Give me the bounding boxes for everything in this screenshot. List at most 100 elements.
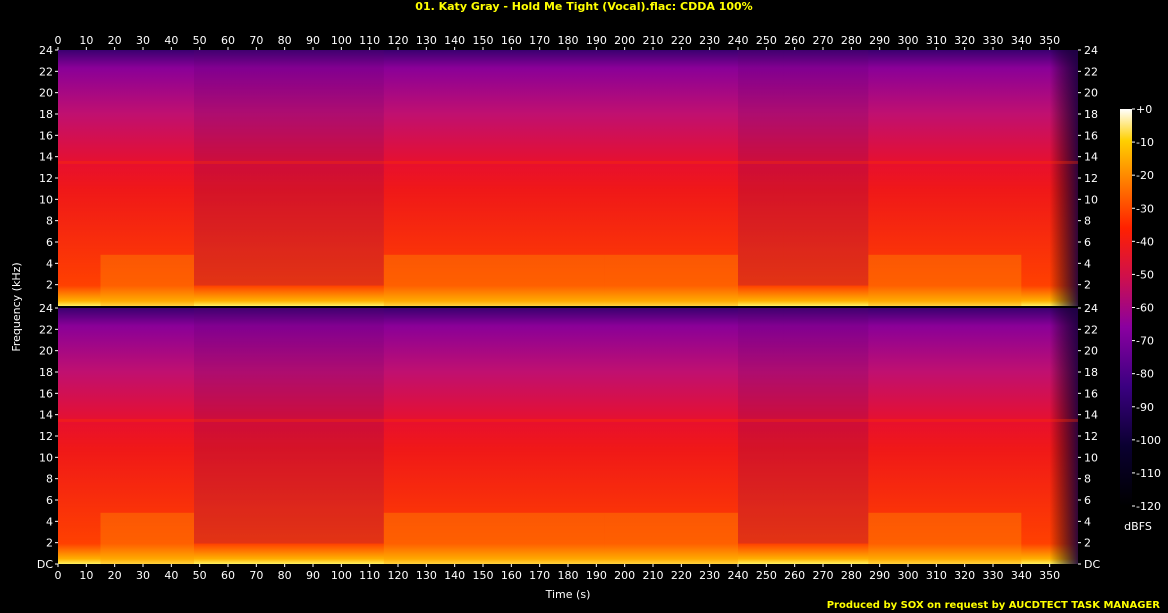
colorbar-tick-label: -110 (1136, 467, 1161, 480)
y-tick-label-right: 10 (1084, 451, 1098, 464)
y-tick-label-right: 22 (1084, 65, 1098, 78)
x-tick-label-bottom: 280 (841, 569, 862, 582)
x-tick-label-top: 280 (841, 34, 862, 47)
x-tick-label-bottom: 40 (164, 569, 178, 582)
quiet-section (783, 50, 869, 286)
y-tick-label-right: DC (1084, 558, 1100, 571)
y-axis-label: Frequency (kHz) (10, 262, 23, 351)
x-tick-label-top: 200 (614, 34, 635, 47)
colorbar-tick-label: -50 (1136, 268, 1154, 281)
x-tick-label-bottom: 260 (784, 569, 805, 582)
x-tick-label-top: 70 (249, 34, 263, 47)
chart-title: 01. Katy Gray - Hold Me Tight (Vocal).fl… (415, 0, 753, 13)
chart-footer: Produced by SOX on request by AUCDTECT T… (826, 600, 1160, 611)
x-tick-label-top: 330 (983, 34, 1004, 47)
x-tick-label-bottom: 320 (954, 569, 975, 582)
x-tick-label-bottom: 240 (728, 569, 749, 582)
y-tick-label-left: 22 (39, 65, 53, 78)
quiet-section (194, 50, 384, 286)
colorbar-tick-label: -20 (1136, 169, 1154, 182)
y-tick-label-right: 12 (1084, 172, 1098, 185)
x-tick-label-bottom: 210 (643, 569, 664, 582)
y-tick-label-left: 6 (46, 494, 53, 507)
y-tick-label-left: 20 (39, 345, 53, 358)
y-tick-label-left: 18 (39, 366, 53, 379)
x-tick-label-top: 270 (813, 34, 834, 47)
colorbar-tick-label: -10 (1136, 136, 1154, 149)
y-tick-label-right: 18 (1084, 108, 1098, 121)
y-tick-label-right: 16 (1084, 387, 1098, 400)
y-tick-label-right: 12 (1084, 430, 1098, 443)
y-tick-label-left: 8 (46, 215, 53, 228)
quiet-section (194, 308, 384, 544)
x-tick-label-bottom: 0 (55, 569, 62, 582)
x-tick-label-top: 160 (501, 34, 522, 47)
x-tick-label-top: 180 (558, 34, 579, 47)
x-tick-label-bottom: 180 (558, 569, 579, 582)
x-tick-label-top: 40 (164, 34, 178, 47)
x-tick-label-top: 300 (898, 34, 919, 47)
y-tick-label-right: 8 (1084, 473, 1091, 486)
x-tick-label-top: 230 (699, 34, 720, 47)
x-tick-label-bottom: 170 (529, 569, 550, 582)
x-tick-label-bottom: 10 (79, 569, 93, 582)
y-tick-label-left: 16 (39, 387, 53, 400)
x-tick-label-bottom: 330 (983, 569, 1004, 582)
y-tick-label-left: 20 (39, 87, 53, 100)
x-tick-label-bottom: 90 (306, 569, 320, 582)
x-tick-label-bottom: 230 (699, 569, 720, 582)
x-tick-label-top: 30 (136, 34, 150, 47)
x-tick-label-bottom: 30 (136, 569, 150, 582)
spectrogram-panel-top (58, 50, 1078, 306)
x-tick-label-top: 340 (1011, 34, 1032, 47)
x-tick-label-bottom: 350 (1039, 569, 1060, 582)
x-tick-label-top: 50 (193, 34, 207, 47)
y-tick-label-right: 14 (1084, 151, 1098, 164)
x-tick-label-top: 350 (1039, 34, 1060, 47)
y-tick-label-left: 2 (46, 279, 53, 292)
x-tick-label-top: 130 (416, 34, 437, 47)
y-tick-label-right: 18 (1084, 366, 1098, 379)
x-tick-label-bottom: 80 (278, 569, 292, 582)
y-tick-label-left: 14 (39, 151, 53, 164)
x-tick-label-bottom: 200 (614, 569, 635, 582)
x-tick-label-top: 150 (473, 34, 494, 47)
y-tick-label-left: 2 (46, 537, 53, 550)
y-tick-label-left: 4 (46, 515, 53, 528)
x-tick-label-top: 190 (586, 34, 607, 47)
colorbar-scale (1120, 109, 1132, 506)
loud-section (868, 254, 1022, 306)
x-tick-label-bottom: 300 (898, 569, 919, 582)
loud-section (100, 254, 194, 306)
x-tick-label-bottom: 110 (359, 569, 380, 582)
x-tick-label-top: 20 (108, 34, 122, 47)
y-tick-label-left: 12 (39, 172, 53, 185)
colorbar-tick-label: -80 (1136, 368, 1154, 381)
y-tick-label-left: 14 (39, 409, 53, 422)
x-tick-label-bottom: 220 (671, 569, 692, 582)
y-tick-label-right: 10 (1084, 193, 1098, 206)
x-tick-label-top: 80 (278, 34, 292, 47)
y-tick-label-left: 6 (46, 236, 53, 249)
x-tick-label-top: 210 (643, 34, 664, 47)
x-tick-label-top: 60 (221, 34, 235, 47)
loud-section (604, 512, 738, 564)
y-tick-label-left: 8 (46, 473, 53, 486)
y-tick-label-right: 2 (1084, 279, 1091, 292)
y-tick-label-right: 6 (1084, 236, 1091, 249)
x-tick-label-top: 0 (55, 34, 62, 47)
colorbar-tick-label: -30 (1136, 202, 1154, 215)
x-tick-label-bottom: 120 (388, 569, 409, 582)
x-tick-label-top: 260 (784, 34, 805, 47)
colorbar-tick-label: -120 (1136, 500, 1161, 513)
x-tick-label-bottom: 50 (193, 569, 207, 582)
band-line (58, 418, 1078, 422)
y-tick-label-right: 20 (1084, 345, 1098, 358)
y-tick-label-right: 4 (1084, 257, 1091, 270)
y-tick-label-right: 20 (1084, 87, 1098, 100)
y-tick-label-right: 8 (1084, 215, 1091, 228)
y-tick-label-left: 24 (39, 44, 53, 57)
quiet-section (783, 308, 869, 544)
x-tick-label-bottom: 190 (586, 569, 607, 582)
loud-section (383, 512, 605, 564)
